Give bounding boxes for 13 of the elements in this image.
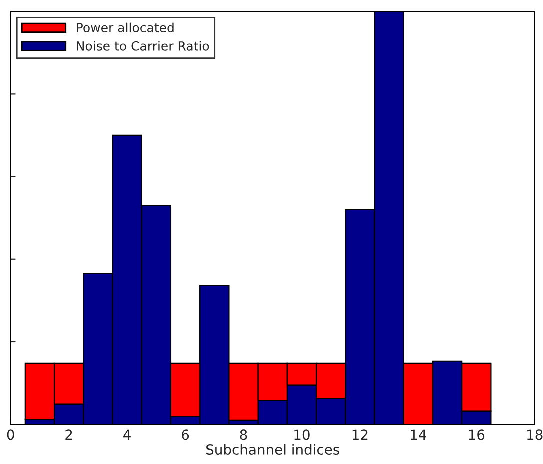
x-tick-label: 0 [7, 430, 14, 440]
x-tick-label: 6 [182, 430, 190, 440]
x-tick-label: 14 [411, 430, 426, 440]
x-tick-label: 2 [66, 430, 72, 440]
x-tick-label: 18 [528, 430, 543, 440]
x-tick-label: 10 [294, 430, 310, 440]
x-tick-label: 12 [352, 430, 368, 440]
x-tick-label: 8 [240, 430, 248, 440]
legend-label: Power allocated [77, 22, 174, 33]
x-tick-label: 16 [469, 430, 485, 440]
x-axis-title: Subchannel indices [206, 444, 340, 456]
legend-label: Noise to Carrier Ratio [77, 41, 210, 51]
x-tick-label: 4 [124, 430, 131, 440]
